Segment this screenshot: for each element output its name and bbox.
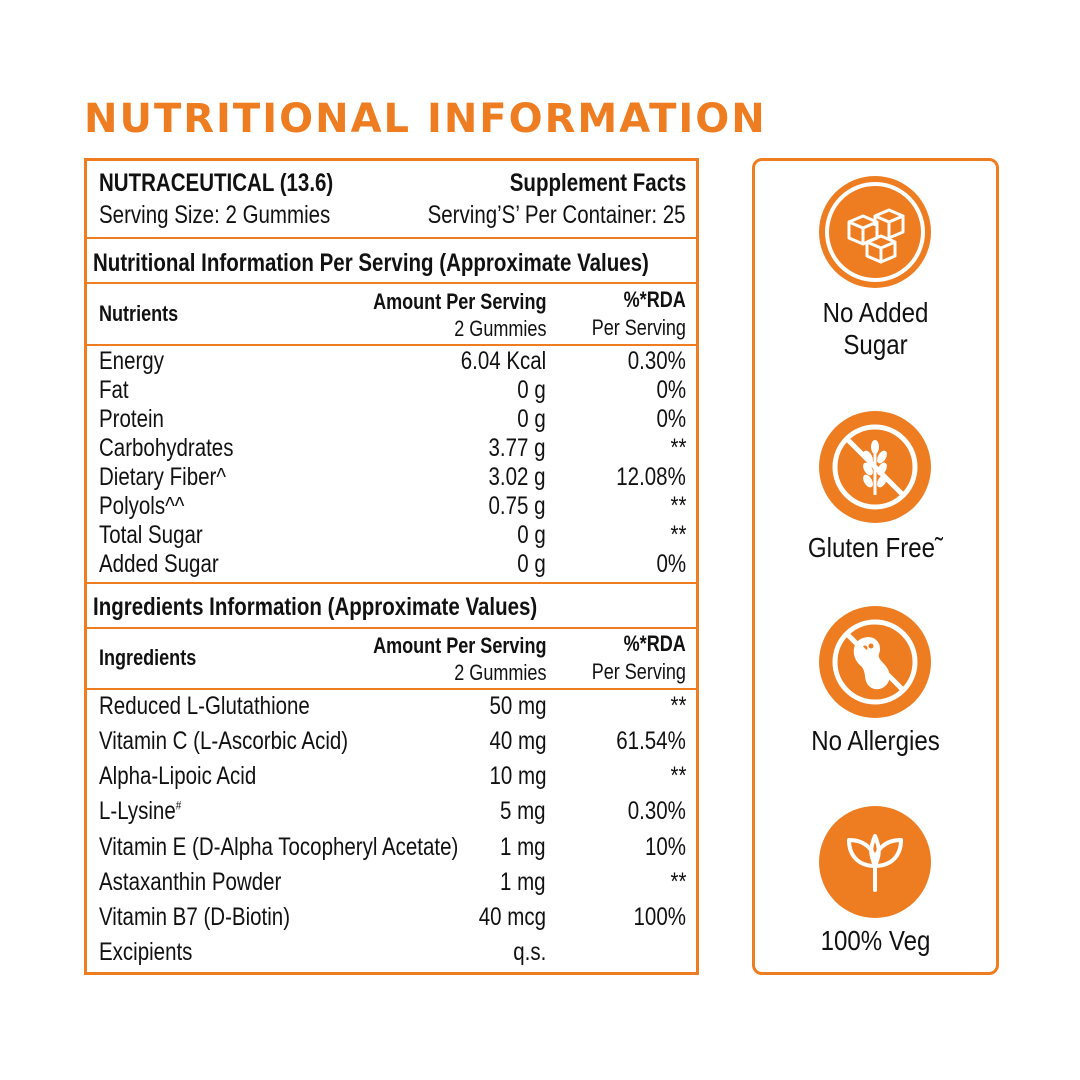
ingredient-amount: 50 mg xyxy=(489,692,546,720)
nutrient-rda: 0.30% xyxy=(627,347,686,375)
nutrient-name: Energy xyxy=(99,347,164,375)
badge-gluten-free: Gluten Free˜ xyxy=(755,361,996,563)
wheat-crossed-icon xyxy=(819,411,931,523)
ingredient-name: Reduced L-Glutathione xyxy=(99,692,310,720)
nutrient-name: Total Sugar xyxy=(99,521,203,549)
nutrient-rda: ** xyxy=(670,434,686,462)
nutrient-name: Added Sugar xyxy=(99,550,219,578)
ingredient-name: Alpha-Lipoic Acid xyxy=(99,762,257,790)
ingredient-name: Vitamin E (D-Alpha Tocopheryl Acetate) xyxy=(99,833,459,861)
ingredient-rda: 10% xyxy=(644,833,686,861)
ingredient-name: L-Lysine# xyxy=(99,797,181,826)
nutrition-section-title: Nutritional Information Per Serving (App… xyxy=(93,249,649,277)
nutrient-rda: 12.08% xyxy=(616,463,686,491)
badge-label: No Added xyxy=(822,297,929,328)
badge-label: Sugar xyxy=(843,329,908,360)
ingredient-rda: 100% xyxy=(633,903,686,931)
badge-label: No Allergies xyxy=(811,725,940,756)
ingredients-col-header: Ingredients xyxy=(99,645,197,670)
divider xyxy=(87,688,696,690)
badge-100-veg: 100% Veg xyxy=(755,761,996,972)
ingredient-amount: 1 mg xyxy=(500,833,546,861)
ingredient-amount: 10 mg xyxy=(489,762,546,790)
page-title: NUTRITIONAL INFORMATION xyxy=(84,96,767,142)
nutrient-rda: 0% xyxy=(656,550,686,578)
badge-label: 100% Veg xyxy=(820,925,931,956)
facts-title: Supplement Facts xyxy=(509,169,686,197)
nutrient-rda: ** xyxy=(670,492,686,520)
divider xyxy=(87,344,696,346)
ingredient-rda: 61.54% xyxy=(616,727,686,755)
footnote-mark: # xyxy=(175,798,182,813)
badge-label: Gluten Free˜ xyxy=(807,532,944,563)
ingredient-rda: ** xyxy=(670,868,686,896)
sugar-cubes-icon xyxy=(819,176,931,288)
ingredient-name: Excipients xyxy=(99,938,193,966)
ingredient-rda: 0.30% xyxy=(627,797,686,825)
badge-no-allergies: No Allergies xyxy=(755,561,996,761)
ingredient-rda: ** xyxy=(670,762,686,790)
peanut-crossed-icon xyxy=(819,606,931,718)
serving-size: Serving Size: 2 Gummies xyxy=(99,201,331,229)
nutrient-amount: 6.04 Kcal xyxy=(460,347,546,375)
nutrient-rda: 0% xyxy=(656,405,686,433)
divider xyxy=(87,282,696,284)
rda-col-subheader: Per Serving xyxy=(591,659,686,684)
nutrient-amount: 0.75 g xyxy=(488,492,546,520)
ingredient-name: Astaxanthin Powder xyxy=(99,868,282,896)
amount-col-subheader: 2 Gummies xyxy=(453,316,546,341)
divider xyxy=(87,627,696,629)
amount-col-header: Amount Per Serving xyxy=(372,633,546,658)
ingredient-name: Vitamin C (L-Ascorbic Acid) xyxy=(99,727,349,755)
supplement-facts-panel: NUTRACEUTICAL (13.6) Serving Size: 2 Gum… xyxy=(84,158,699,975)
feature-badges-panel: No Added Sugar Gluten Free˜ xyxy=(752,158,999,975)
divider xyxy=(87,582,696,584)
ingredient-amount: 40 mg xyxy=(489,727,546,755)
amount-col-header: Amount Per Serving xyxy=(372,289,546,314)
amount-col-subheader: 2 Gummies xyxy=(453,660,546,685)
servings-per-container: Serving’S’ Per Container: 25 xyxy=(428,201,686,229)
ingredient-amount: 40 mcg xyxy=(478,903,546,931)
badge-no-added-sugar: No Added Sugar xyxy=(755,161,996,361)
nutrient-name: Dietary Fiber^ xyxy=(99,463,226,491)
nutrient-amount: 0 g xyxy=(517,521,546,549)
product-name: NUTRACEUTICAL (13.6) xyxy=(99,169,334,197)
nutrient-rda: ** xyxy=(670,521,686,549)
rda-col-header: %*RDA xyxy=(623,287,686,312)
ingredient-amount: 5 mg xyxy=(500,797,546,825)
nutrient-name: Carbohydrates xyxy=(99,434,234,462)
divider xyxy=(87,237,696,239)
nutrient-amount: 0 g xyxy=(517,405,546,433)
facts-header: NUTRACEUTICAL (13.6) Serving Size: 2 Gum… xyxy=(87,161,696,239)
nutrient-amount: 0 g xyxy=(517,550,546,578)
nutrient-amount: 0 g xyxy=(517,376,546,404)
ingredient-amount: 1 mg xyxy=(500,868,546,896)
ingredient-amount: q.s. xyxy=(512,938,546,966)
rda-col-subheader: Per Serving xyxy=(591,315,686,340)
ingredients-section-title: Ingredients Information (Approximate Val… xyxy=(93,593,538,621)
nutrient-name: Fat xyxy=(99,376,129,404)
nutrient-amount: 3.02 g xyxy=(488,463,546,491)
nutrient-name: Polyols^^ xyxy=(99,492,185,520)
nutrient-amount: 3.77 g xyxy=(488,434,546,462)
nutrient-rda: 0% xyxy=(656,376,686,404)
nutrients-col-header: Nutrients xyxy=(99,301,179,326)
nutrient-name: Protein xyxy=(99,405,164,433)
ingredient-name-text: L-Lysine xyxy=(99,797,176,825)
ingredient-rda: ** xyxy=(670,692,686,720)
leaf-sprout-icon xyxy=(819,806,931,918)
rda-col-header: %*RDA xyxy=(623,631,686,656)
ingredient-name: Vitamin B7 (D-Biotin) xyxy=(99,903,291,931)
